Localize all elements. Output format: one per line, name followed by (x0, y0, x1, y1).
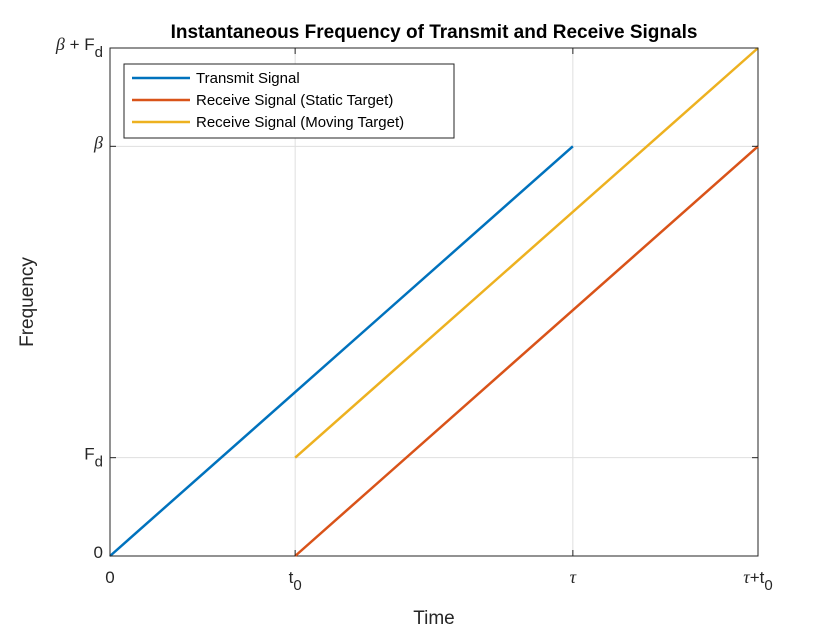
series-line-1 (109, 145, 574, 557)
x-tick-label: τ (570, 567, 577, 587)
x-tick-label: 0 (105, 568, 114, 587)
y-tick-label: β + Fd (55, 34, 103, 61)
y-axis-label: Frequency (17, 257, 38, 347)
legend-label: Receive Signal (Moving Target) (196, 114, 404, 131)
y-tick-label: 0 (94, 543, 103, 562)
x-tick-label: t0 (289, 568, 302, 594)
series-layer (109, 47, 759, 557)
series-line-3 (294, 47, 759, 459)
x-axis-label: Time (413, 608, 455, 629)
y-tick-label: Fd (84, 445, 103, 471)
y-axis-ticks: 0 Fd β β + Fd (55, 34, 758, 562)
plot-area (109, 47, 759, 557)
series-line-2 (294, 145, 759, 557)
legend-label: Receive Signal (Static Target) (196, 92, 393, 109)
chart-title: Instantaneous Frequency of Transmit and … (171, 22, 698, 43)
legend-label: Transmit Signal (196, 70, 300, 87)
y-tick-label: β (93, 132, 103, 152)
legend: Transmit Signal Receive Signal (Static Ta… (123, 63, 455, 139)
x-tick-label: τ+t0 (743, 567, 772, 594)
x-axis-ticks: 0 t0 τ τ+t0 (105, 48, 773, 594)
